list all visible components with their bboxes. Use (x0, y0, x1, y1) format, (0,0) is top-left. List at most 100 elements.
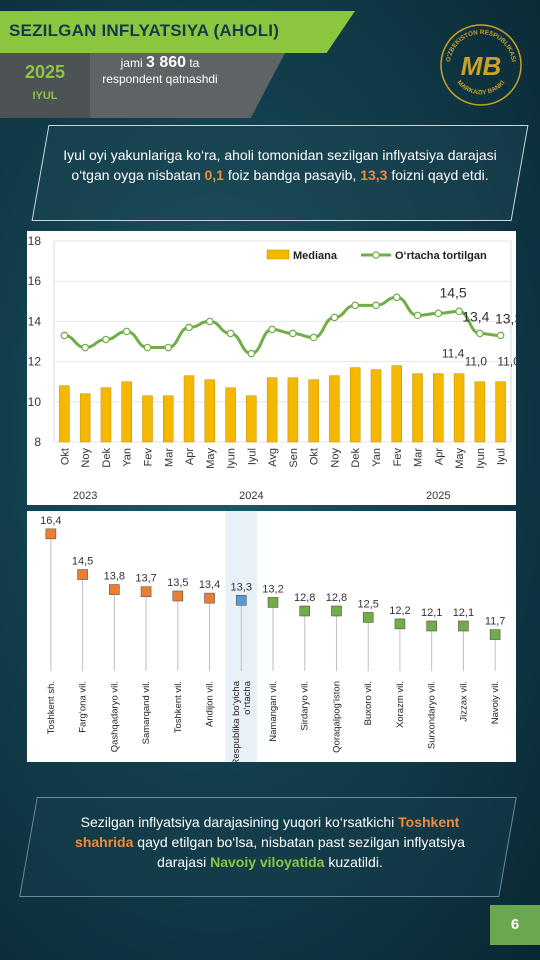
value-label: 12,5 (357, 598, 378, 610)
line-point (392, 293, 401, 302)
summary-text: Iyul oyi yakunlariga ko‘ra, aholi tomoni… (55, 145, 505, 185)
bar-mediana (204, 379, 216, 443)
highest-region: Toshkent shahrida (75, 814, 460, 850)
summary-change-value: 0,1 (204, 167, 224, 183)
lollipop-marker (140, 586, 152, 598)
y-tick-label: 18 (28, 234, 42, 248)
bar-mediana (412, 373, 423, 443)
lollipop-marker (362, 612, 374, 623)
lollipop-marker (489, 629, 501, 640)
bar-mediana (79, 393, 91, 443)
region-chart: 16,4 Toshkent sh. 14,5 Farg‘ona vil. 13,8 Qas… (40, 511, 505, 766)
value-label: 13,3 (231, 581, 252, 593)
value-label: 13,2 (262, 583, 283, 595)
x-tick-label: Okt (309, 448, 321, 465)
logo-bottom-text: MARKAZIY BANKI (456, 79, 507, 96)
trend-chart: 8 10 12 14 16 18 14,5 11,4 13,4 11,0 13,3 11,0 Okt No… (28, 234, 523, 502)
lollipop-marker (109, 584, 120, 595)
bar-mediana (246, 395, 257, 443)
respondent-count: 3 860 (145, 54, 187, 71)
bar-mediana (59, 385, 70, 443)
bar-data-label: 11,0 (497, 355, 516, 369)
line-data-label: 13,4 (462, 308, 489, 324)
x-tick-label: Fev (392, 448, 404, 467)
lollipop-marker (426, 620, 437, 632)
title-banner: SEZILGAN INFLYATSIYA (AHOLI) (0, 11, 355, 53)
lollipop-marker (172, 590, 184, 602)
bar-mediana (142, 395, 153, 443)
page-title: SEZILGAN INFLYATSIYA (AHOLI) (9, 21, 280, 40)
respondent-suffix: ta respondent qatnashdi (102, 56, 218, 86)
y-tick-label: 8 (34, 435, 41, 449)
region-label: Sirdaryo vil. (300, 681, 311, 731)
bar-mediana (183, 375, 195, 443)
summary-part-3: foizni qayd etdi. (387, 167, 489, 183)
line-point (330, 313, 339, 322)
line-point (455, 307, 463, 316)
bar-mediana (266, 377, 278, 443)
value-label: 14,5 (72, 556, 93, 568)
line-point (164, 343, 173, 352)
line-point (268, 325, 276, 334)
conclusion-part-2: qayd etilgan bo‘lsa, nisbatan past sezil… (133, 834, 465, 870)
region-label: Samarqand vil. (141, 681, 152, 744)
bar-mediana (121, 381, 132, 443)
region-chart-panel: 16,4 Toshkent sh. 14,5 Farg‘ona vil. 13,8 Qas… (27, 511, 516, 766)
value-label: 16,4 (40, 515, 61, 527)
bar-mediana (370, 369, 382, 443)
value-label: 12,8 (294, 592, 315, 604)
lollipop-marker (299, 605, 311, 617)
line-point (496, 331, 505, 340)
x-tick-label: May (454, 448, 466, 469)
bar-mediana (433, 373, 444, 443)
x-tick-label: Iyul (496, 448, 508, 465)
region-label: Jizzax vil. (458, 681, 469, 722)
x-tick-label: Dek (101, 448, 113, 468)
bar-mediana (287, 377, 299, 443)
legend-label-ortacha: O‘rtacha tortilgan (395, 250, 487, 262)
bar-mediana (349, 367, 361, 443)
x-tick-label: Avg (267, 448, 279, 467)
region-label: Namangan vil. (268, 681, 279, 742)
region-label: Navoiy vil. (490, 681, 501, 724)
bar-mediana (100, 387, 112, 443)
x-tick-label: Noy (329, 448, 341, 468)
conclusion-part-1: Sezilgan inflyatsiya darajasining yuqori… (80, 814, 399, 830)
summary-part-1: Iyul oyi yakunlariga ko‘ra, aholi tomoni… (63, 147, 497, 183)
bar-data-label: 11,4 (442, 347, 465, 361)
x-tick-label: Fev (142, 448, 154, 467)
x-tick-label: Iyun (475, 448, 487, 469)
conclusion-part-3: kuzatildi. (324, 854, 383, 870)
x-tick-label: Dek (350, 448, 362, 468)
x-tick-label: Mar (413, 448, 425, 467)
bar-mediana (391, 365, 402, 443)
value-label: 12,1 (421, 607, 442, 619)
region-label: Xorazm vil. (395, 681, 406, 728)
value-label: 13,8 (104, 571, 125, 583)
trend-chart-panel: 8 10 12 14 16 18 14,5 11,4 13,4 11,0 13,3 11,0 Okt No… (27, 231, 523, 505)
region-label: o‘rtacha (242, 680, 253, 715)
year-label: 2025 (24, 62, 66, 82)
x-tick-label: May (205, 448, 217, 469)
legend-marker-ortacha (372, 251, 380, 259)
respondent-note: jami 3 860 ta respondent qatnashdi (98, 55, 222, 87)
central-bank-logo: O'ZBEKISTON RESPUBLIKASI MARKAZIY BANKI … (440, 24, 522, 106)
line-data-label: 14,5 (439, 284, 466, 300)
lollipop-marker (458, 620, 469, 632)
line-point (309, 333, 318, 342)
line-point (60, 331, 69, 340)
line-ortacha (64, 295, 501, 356)
line-point (185, 323, 193, 332)
line-point (289, 329, 297, 338)
line-point (143, 343, 152, 352)
line-point (351, 301, 360, 310)
x-tick-label: Mar (163, 448, 175, 467)
x-tick-label: Yan (371, 448, 383, 467)
bar-mediana (495, 381, 506, 443)
line-point (102, 335, 110, 344)
bar-data-label: 11,0 (465, 355, 488, 369)
summary-part-2: foiz bandga pasayib, (223, 167, 361, 183)
x-tick-label: Apr (184, 448, 196, 465)
value-label: 13,4 (199, 579, 220, 591)
lollipop-marker (267, 597, 279, 608)
